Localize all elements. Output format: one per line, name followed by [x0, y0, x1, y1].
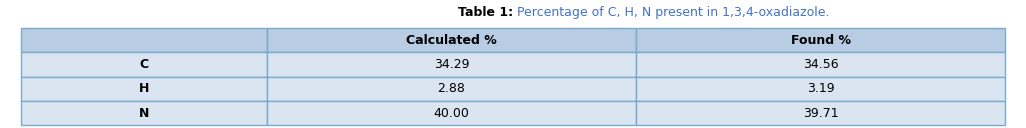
Text: 34.29: 34.29: [434, 58, 469, 71]
Text: 3.19: 3.19: [807, 82, 834, 95]
Text: 39.71: 39.71: [803, 107, 838, 120]
Text: Found %: Found %: [791, 34, 851, 47]
Text: Percentage of C, H, N present in 1,3,4-oxadiazole.: Percentage of C, H, N present in 1,3,4-o…: [513, 6, 829, 19]
Text: H: H: [139, 82, 149, 95]
Text: 34.56: 34.56: [803, 58, 838, 71]
Text: 40.00: 40.00: [434, 107, 469, 120]
Text: 2.88: 2.88: [437, 82, 466, 95]
Text: Calculated %: Calculated %: [406, 34, 497, 47]
Text: N: N: [139, 107, 149, 120]
Text: Table 1:: Table 1:: [458, 6, 513, 19]
Text: C: C: [140, 58, 148, 71]
